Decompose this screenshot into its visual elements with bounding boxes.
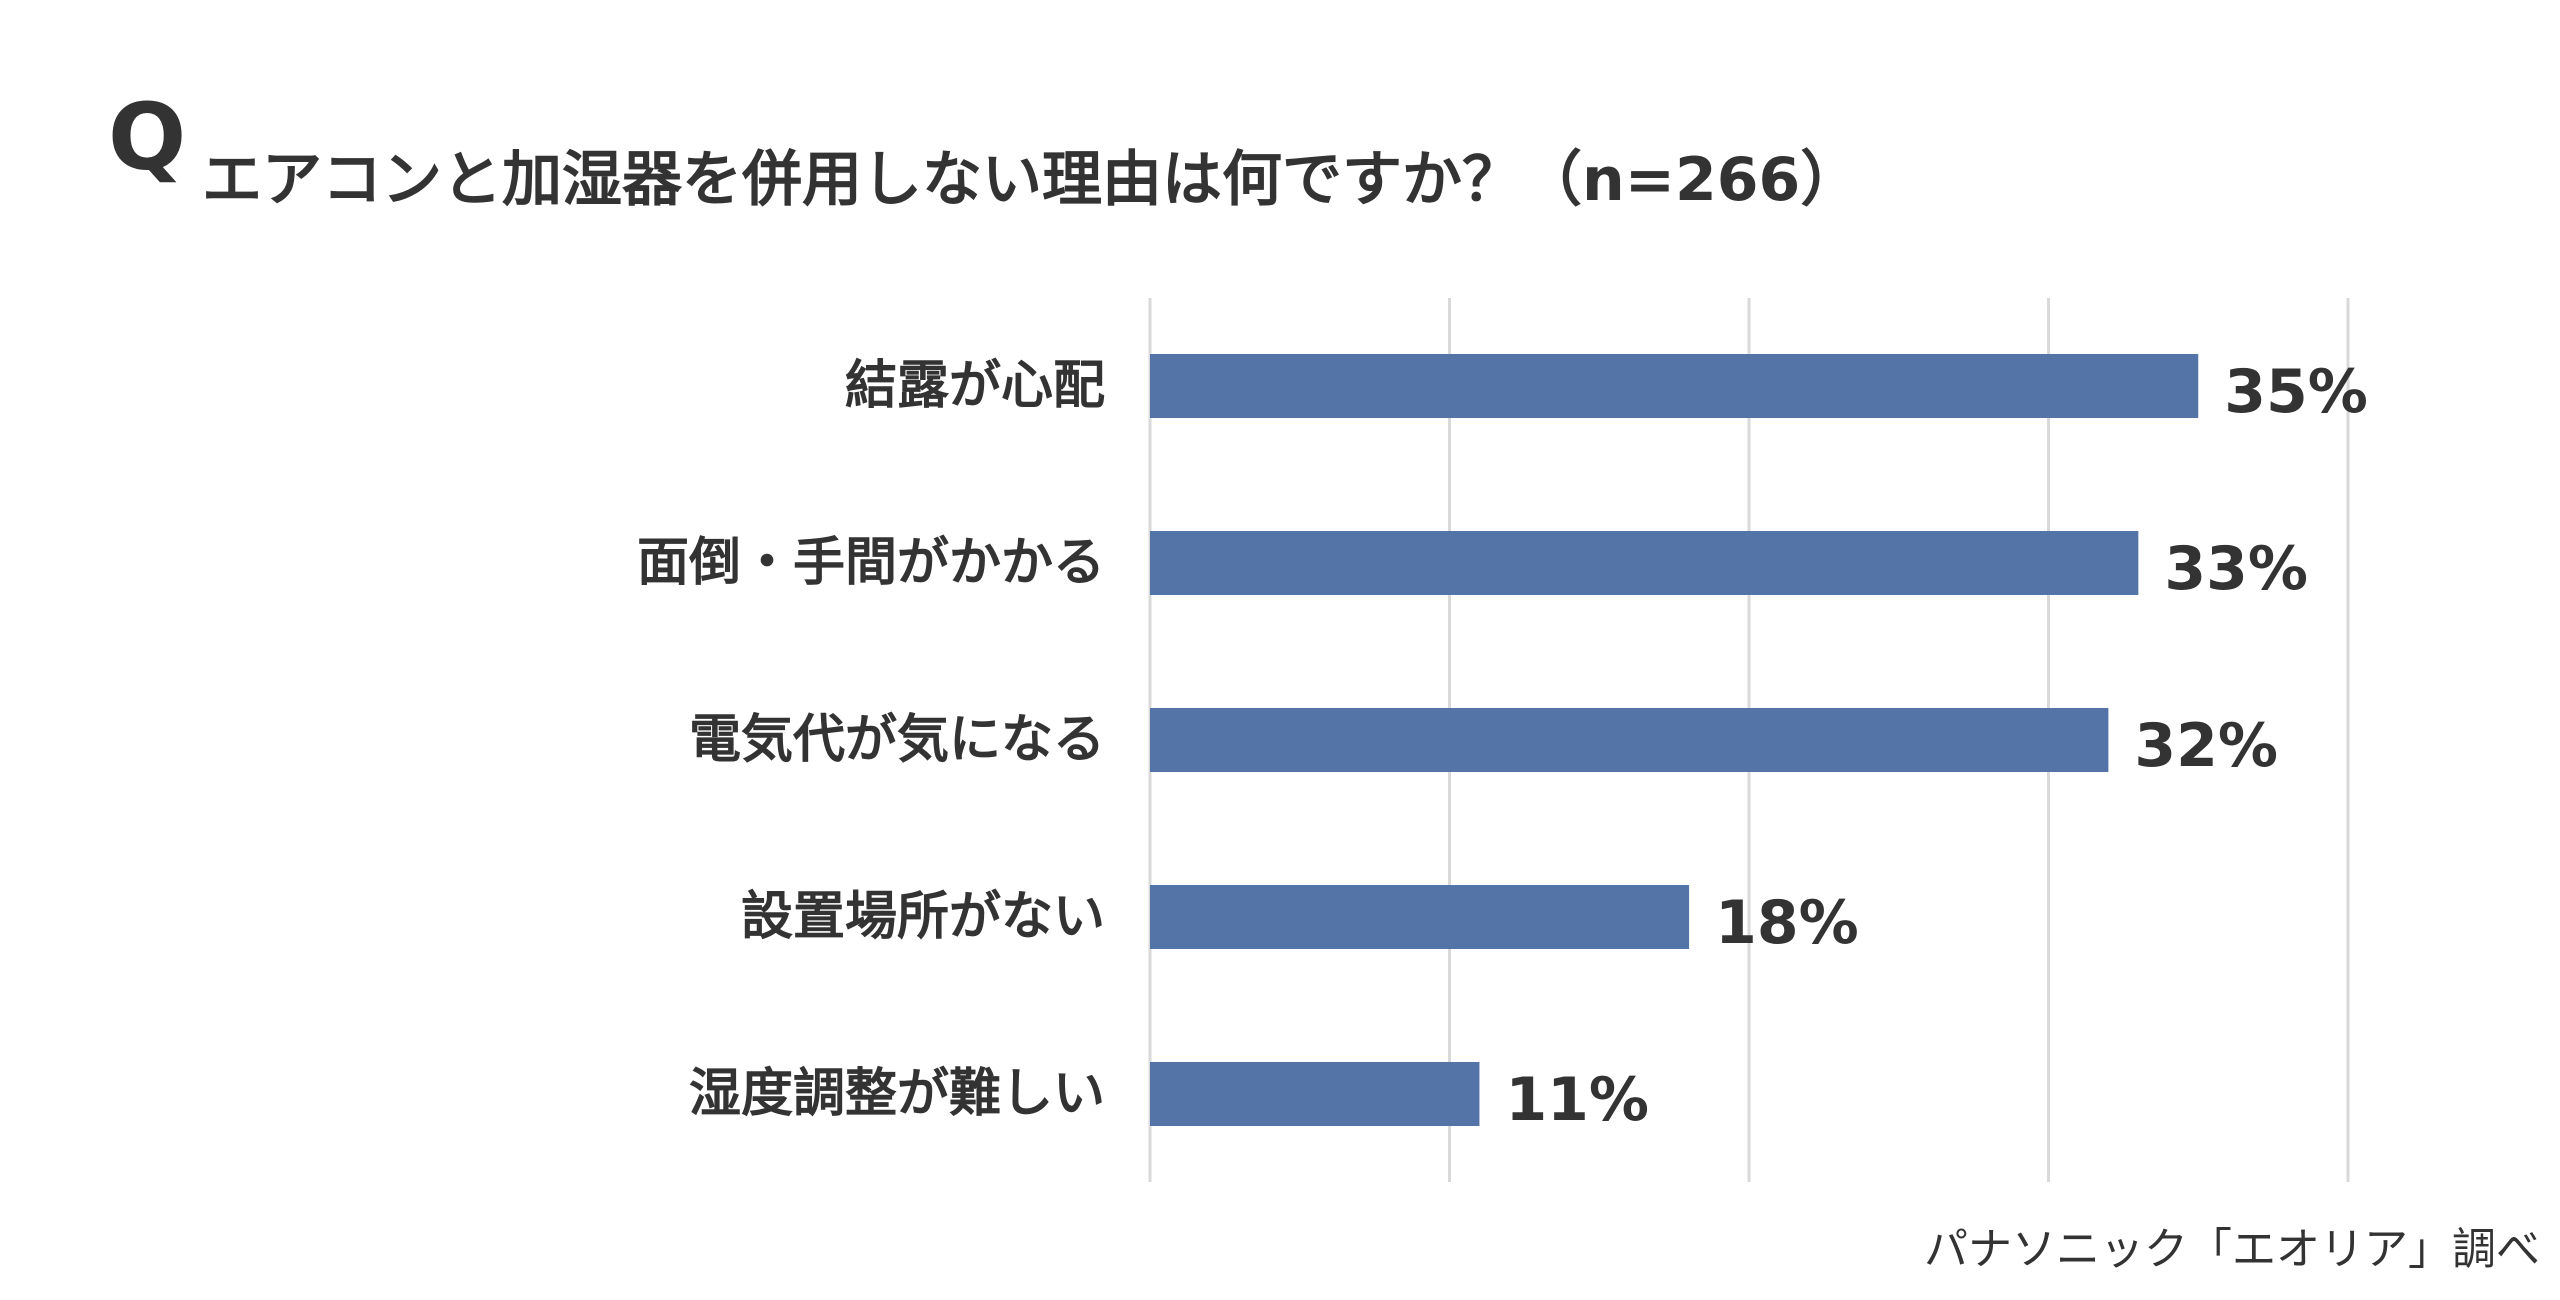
value-label: 32% (2134, 711, 2278, 781)
source-note: パナソニック「エオリア」調べ (1924, 1224, 2540, 1275)
value-labels: 35% 33% 32% 18% 11% (1505, 357, 2367, 1135)
value-label: 11% (1505, 1065, 1649, 1135)
question-mark: Q (108, 84, 187, 191)
chart-title: エアコンと加湿器を併用しない理由は何ですか？（n=266） (202, 145, 1861, 215)
value-label: 33% (2164, 534, 2308, 604)
category-label: 設置場所がない (741, 887, 1105, 947)
bar (1150, 885, 1690, 949)
bar (1150, 354, 2199, 418)
bar (1150, 708, 2109, 772)
category-label: 結露が心配 (845, 356, 1105, 416)
value-label: 35% (2224, 357, 2368, 427)
category-label: 電気代が気になる (689, 710, 1105, 770)
bar (1150, 531, 2139, 595)
category-label: 面倒・手間がかかる (637, 533, 1105, 593)
bar (1150, 1062, 1480, 1126)
bars (1150, 354, 2199, 1126)
category-label: 湿度調整が難しい (689, 1064, 1105, 1124)
value-label: 18% (1715, 888, 1859, 958)
